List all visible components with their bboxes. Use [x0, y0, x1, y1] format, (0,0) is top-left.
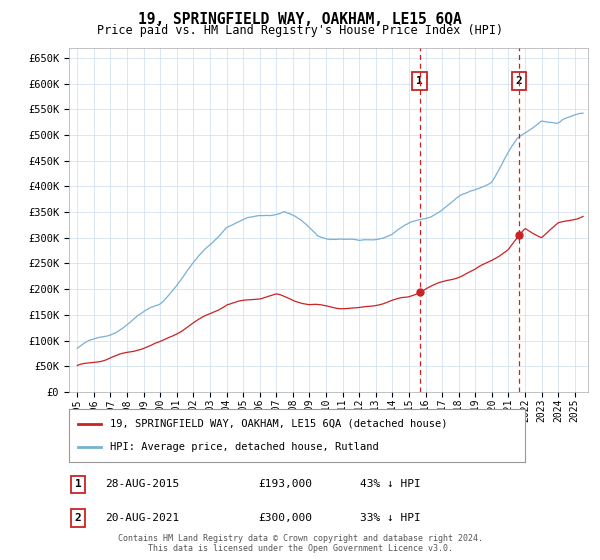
Text: Contains HM Land Registry data © Crown copyright and database right 2024.
This d: Contains HM Land Registry data © Crown c… [118, 534, 482, 553]
Text: 2: 2 [74, 513, 82, 523]
Text: 19, SPRINGFIELD WAY, OAKHAM, LE15 6QA: 19, SPRINGFIELD WAY, OAKHAM, LE15 6QA [138, 12, 462, 27]
Text: 20-AUG-2021: 20-AUG-2021 [105, 513, 179, 523]
Text: £193,000: £193,000 [258, 479, 312, 489]
Text: 33% ↓ HPI: 33% ↓ HPI [360, 513, 421, 523]
Text: 43% ↓ HPI: 43% ↓ HPI [360, 479, 421, 489]
Text: 28-AUG-2015: 28-AUG-2015 [105, 479, 179, 489]
Text: Price paid vs. HM Land Registry's House Price Index (HPI): Price paid vs. HM Land Registry's House … [97, 24, 503, 36]
Text: HPI: Average price, detached house, Rutland: HPI: Average price, detached house, Rutl… [110, 442, 379, 452]
Text: 2: 2 [515, 76, 522, 86]
Text: £300,000: £300,000 [258, 513, 312, 523]
Text: 1: 1 [416, 76, 423, 86]
Text: 1: 1 [74, 479, 82, 489]
Text: 19, SPRINGFIELD WAY, OAKHAM, LE15 6QA (detached house): 19, SPRINGFIELD WAY, OAKHAM, LE15 6QA (d… [110, 419, 448, 429]
